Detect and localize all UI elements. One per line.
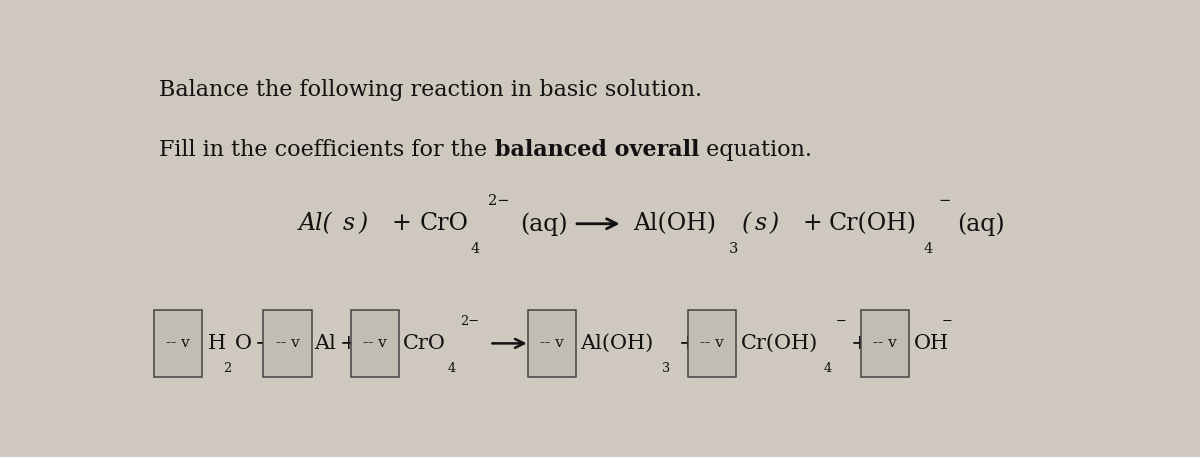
FancyBboxPatch shape [860,310,908,377]
Text: 2−: 2− [487,194,509,208]
Text: 3: 3 [662,362,671,375]
Text: Balance the following reaction in basic solution.: Balance the following reaction in basic … [160,80,702,101]
FancyBboxPatch shape [350,310,400,377]
Text: equation.: equation. [698,139,812,161]
FancyBboxPatch shape [528,310,576,377]
Text: Al(: Al( [299,212,332,235]
FancyBboxPatch shape [688,310,736,377]
Text: s: s [342,212,355,235]
Text: OH: OH [913,334,949,353]
Text: 4: 4 [924,242,934,256]
Text: −: − [938,194,950,208]
Text: +: + [254,334,272,353]
Text: (aq): (aq) [520,212,568,235]
Text: 2−: 2− [461,315,480,328]
Text: 4: 4 [470,242,480,256]
Text: +: + [391,212,412,235]
Text: (aq): (aq) [958,212,1004,235]
Text: −: − [835,315,846,328]
Text: +: + [341,334,358,353]
Text: -- v: -- v [364,336,386,351]
Text: Al(OH): Al(OH) [580,334,653,353]
Text: CrO: CrO [420,212,469,235]
Text: CrO: CrO [403,334,446,353]
Text: ): ) [359,212,367,235]
Text: Al: Al [314,334,336,353]
Text: −: − [942,315,952,328]
Text: 4: 4 [448,362,456,375]
Text: O: O [235,334,252,353]
Text: balanced overall: balanced overall [494,139,698,161]
Text: 2: 2 [223,362,232,375]
Text: H: H [208,334,226,353]
Text: Al(OH): Al(OH) [634,212,716,235]
Text: Cr(OH): Cr(OH) [740,334,818,353]
Text: Fill in the coefficients for the: Fill in the coefficients for the [160,139,494,161]
Text: s: s [755,212,767,235]
Text: -- v: -- v [166,336,190,351]
FancyBboxPatch shape [154,310,202,377]
Text: ): ) [769,212,779,235]
Text: -- v: -- v [540,336,564,351]
Text: +: + [803,212,823,235]
Text: -- v: -- v [700,336,724,351]
Text: 4: 4 [823,362,832,375]
Text: -- v: -- v [276,336,300,351]
Text: -- v: -- v [872,336,896,351]
Text: 3: 3 [728,242,738,256]
Text: +: + [679,334,696,353]
Text: +: + [851,334,869,353]
Text: (: ( [742,212,751,235]
FancyBboxPatch shape [264,310,312,377]
Text: Cr(OH): Cr(OH) [829,212,917,235]
